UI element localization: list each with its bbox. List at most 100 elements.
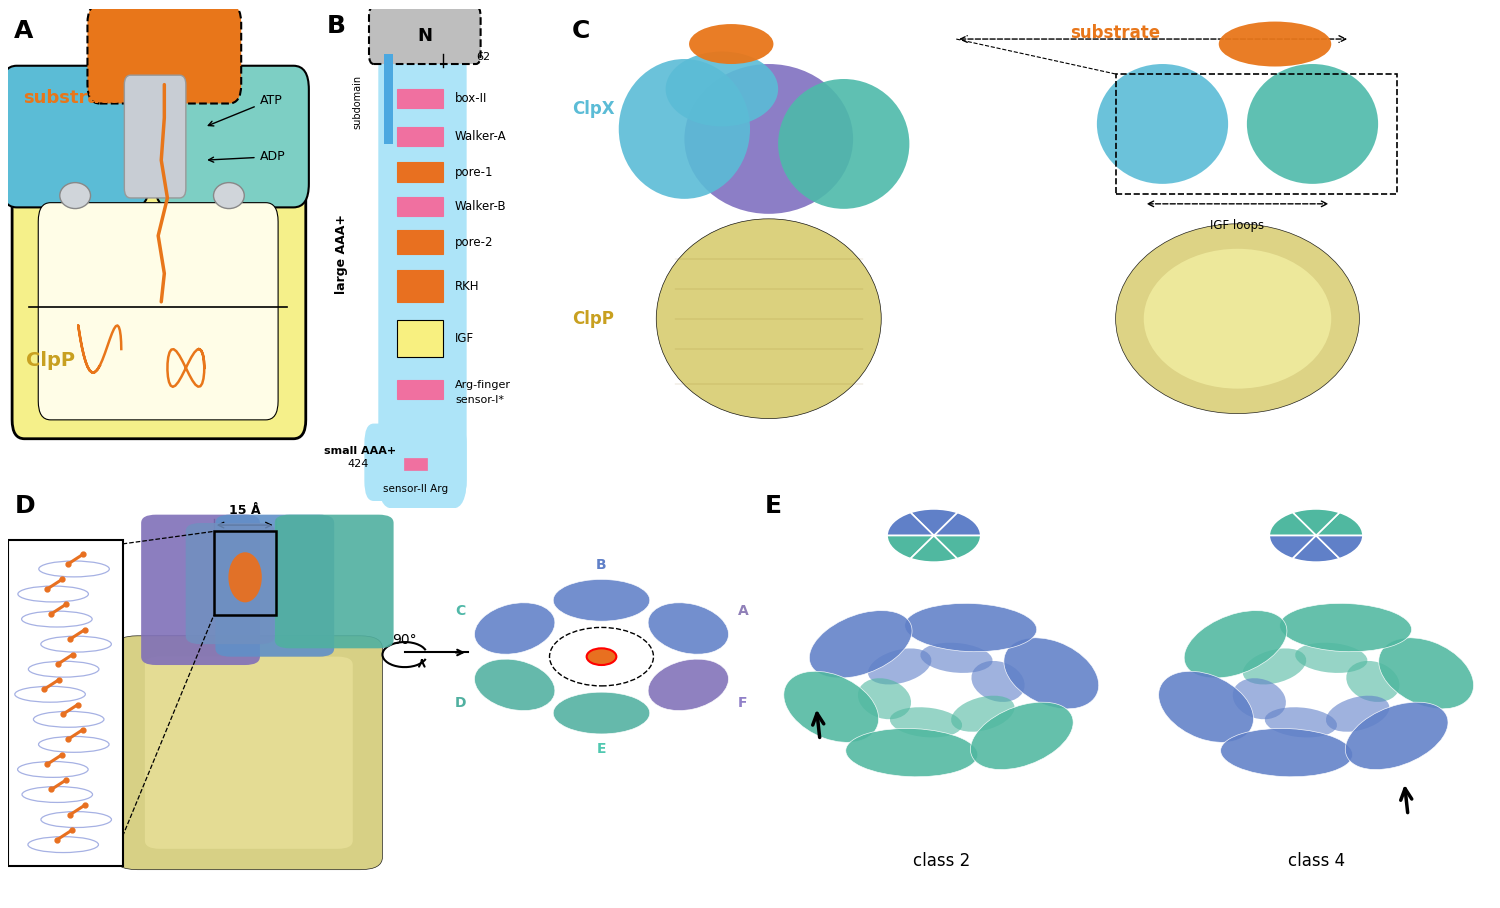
- Text: 62: 62: [476, 52, 490, 62]
- Text: 15 Å: 15 Å: [230, 504, 261, 517]
- Wedge shape: [934, 512, 981, 536]
- Text: 424: 424: [348, 459, 369, 469]
- Ellipse shape: [648, 603, 729, 654]
- Bar: [404, 458, 427, 470]
- Text: Walker-A: Walker-A: [454, 130, 507, 143]
- Text: ClpX: ClpX: [22, 136, 72, 155]
- Bar: [398, 270, 444, 302]
- Ellipse shape: [778, 79, 909, 209]
- Ellipse shape: [1264, 707, 1336, 737]
- Bar: [384, 54, 393, 144]
- Wedge shape: [1269, 512, 1316, 536]
- Ellipse shape: [1244, 648, 1306, 685]
- FancyBboxPatch shape: [2, 65, 148, 207]
- Text: substrate: substrate: [22, 89, 120, 107]
- Wedge shape: [1316, 512, 1364, 536]
- Text: RKH: RKH: [454, 280, 480, 292]
- Ellipse shape: [474, 659, 555, 711]
- FancyBboxPatch shape: [154, 65, 309, 207]
- Bar: [398, 231, 444, 254]
- Text: E: E: [597, 742, 606, 755]
- FancyBboxPatch shape: [186, 523, 274, 644]
- Ellipse shape: [846, 728, 978, 776]
- Ellipse shape: [648, 659, 729, 711]
- FancyBboxPatch shape: [116, 636, 382, 870]
- Ellipse shape: [1347, 661, 1400, 702]
- FancyBboxPatch shape: [378, 39, 466, 508]
- FancyBboxPatch shape: [39, 202, 278, 419]
- Text: ADP: ADP: [209, 150, 285, 163]
- Text: small AAA+: small AAA+: [324, 446, 396, 456]
- Ellipse shape: [60, 183, 90, 209]
- Text: C: C: [454, 604, 465, 617]
- Text: A: A: [738, 604, 748, 617]
- Ellipse shape: [554, 692, 650, 734]
- FancyBboxPatch shape: [364, 423, 466, 501]
- Ellipse shape: [810, 610, 912, 678]
- Ellipse shape: [657, 219, 882, 419]
- Text: Arg-finger: Arg-finger: [454, 380, 512, 390]
- Text: E: E: [765, 494, 782, 518]
- Ellipse shape: [1218, 22, 1332, 66]
- Wedge shape: [886, 512, 934, 536]
- Text: ATP: ATP: [209, 94, 282, 126]
- Text: pore-2: pore-2: [454, 236, 494, 249]
- Text: C: C: [572, 19, 590, 43]
- Text: pore-1: pore-1: [454, 166, 494, 179]
- Ellipse shape: [1004, 637, 1098, 709]
- Ellipse shape: [228, 552, 262, 602]
- Ellipse shape: [904, 604, 1036, 652]
- Text: F: F: [738, 696, 747, 710]
- Text: N: N: [417, 26, 432, 44]
- Ellipse shape: [1184, 610, 1287, 678]
- Ellipse shape: [868, 648, 932, 685]
- Ellipse shape: [586, 648, 616, 665]
- Ellipse shape: [618, 59, 750, 199]
- Ellipse shape: [1221, 728, 1353, 776]
- Ellipse shape: [1246, 64, 1378, 183]
- Text: class 4: class 4: [1287, 852, 1344, 870]
- Text: B: B: [596, 558, 608, 572]
- Text: large AAA+: large AAA+: [334, 213, 348, 294]
- Text: box-II: box-II: [454, 93, 488, 105]
- Bar: [398, 127, 444, 146]
- Ellipse shape: [1116, 224, 1359, 414]
- Ellipse shape: [951, 696, 1014, 732]
- Ellipse shape: [1143, 249, 1332, 389]
- Bar: [1116, 74, 1396, 193]
- FancyBboxPatch shape: [274, 515, 393, 648]
- Ellipse shape: [213, 183, 244, 209]
- Bar: [398, 163, 444, 183]
- Ellipse shape: [1378, 637, 1473, 709]
- FancyBboxPatch shape: [12, 174, 306, 439]
- FancyBboxPatch shape: [146, 656, 352, 849]
- Wedge shape: [910, 508, 957, 536]
- FancyBboxPatch shape: [141, 515, 260, 665]
- Wedge shape: [1293, 536, 1340, 562]
- Bar: [398, 197, 444, 216]
- Wedge shape: [886, 536, 934, 558]
- Wedge shape: [910, 536, 957, 562]
- Text: substrate: substrate: [1071, 25, 1161, 42]
- Text: IGF loops: IGF loops: [1210, 219, 1264, 232]
- Ellipse shape: [921, 643, 993, 673]
- Ellipse shape: [474, 603, 555, 654]
- Ellipse shape: [1233, 678, 1286, 719]
- FancyBboxPatch shape: [124, 75, 186, 198]
- Ellipse shape: [1294, 643, 1368, 673]
- Ellipse shape: [554, 579, 650, 621]
- Text: D: D: [15, 494, 36, 518]
- Ellipse shape: [1280, 604, 1412, 652]
- Ellipse shape: [666, 52, 778, 126]
- Ellipse shape: [684, 64, 853, 213]
- Wedge shape: [1316, 536, 1364, 558]
- Text: Walker-B: Walker-B: [454, 200, 507, 212]
- Ellipse shape: [688, 24, 774, 64]
- Text: 90°: 90°: [393, 633, 417, 647]
- Ellipse shape: [1096, 64, 1228, 183]
- Ellipse shape: [1158, 671, 1254, 743]
- Ellipse shape: [972, 661, 1024, 702]
- Ellipse shape: [970, 702, 1072, 770]
- FancyBboxPatch shape: [87, 5, 242, 104]
- Text: B: B: [327, 14, 346, 38]
